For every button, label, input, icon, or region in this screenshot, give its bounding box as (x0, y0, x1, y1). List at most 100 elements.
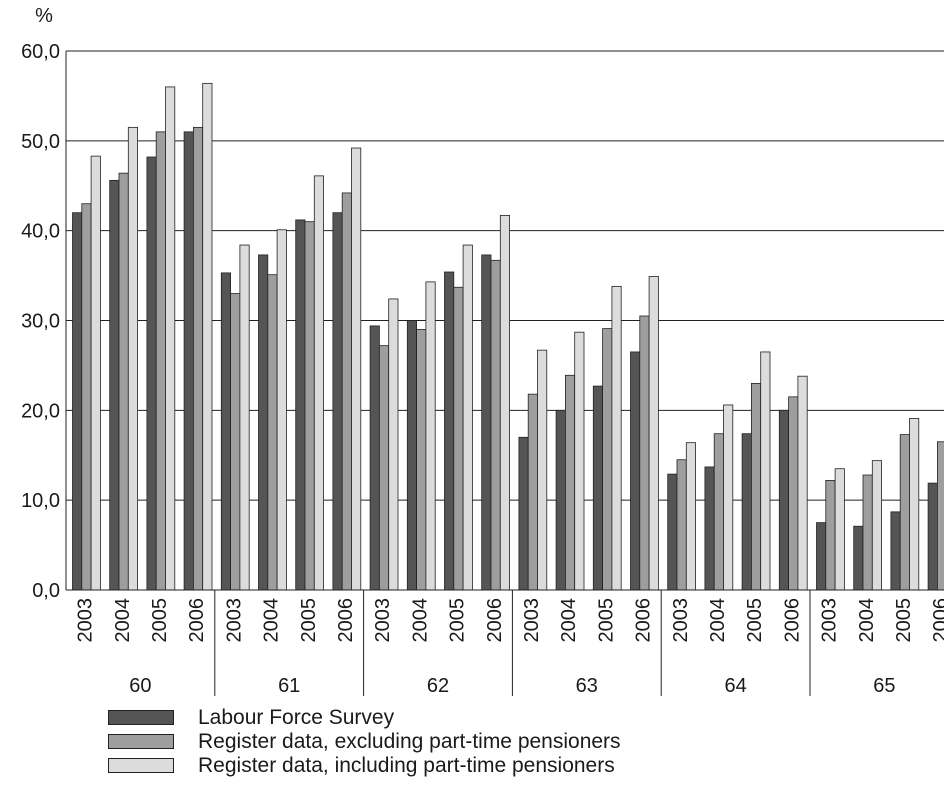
x-tick-label-year: 2003 (521, 598, 543, 643)
bar (565, 374, 576, 591)
bar (276, 229, 287, 591)
bar (378, 345, 390, 591)
bar (416, 329, 427, 591)
bar (258, 254, 269, 591)
x-tick-label-year: 2003 (223, 598, 245, 643)
y-tick-label: 0,0 (32, 580, 60, 602)
bar (890, 511, 901, 591)
bar (751, 382, 762, 591)
bar (685, 442, 696, 591)
legend-label-lfs: Labour Force Survey (198, 706, 395, 729)
x-tick-label-year: 2005 (298, 598, 320, 643)
x-tick-label-year: 2004 (409, 598, 431, 643)
x-tick-label-year: 2003 (75, 598, 97, 643)
bar-chart: 0,0 10,0 20,0 30,0 40,0 50,0 60,0% 2003 2004 2005… (21, 5, 944, 697)
bar (899, 434, 910, 591)
bar (555, 409, 566, 591)
legend-label-register-excluding: Register data, excluding part-time pensi… (198, 730, 621, 753)
bar (816, 522, 827, 591)
bar (453, 286, 464, 591)
x-tick-label-year: 2006 (930, 598, 944, 643)
bar (630, 351, 641, 591)
bar (481, 254, 492, 591)
bar (574, 331, 585, 591)
bar (304, 221, 315, 591)
bar (648, 276, 659, 591)
x-group-label: 65 (873, 675, 895, 697)
legend-label-register-including: Register data, including part-time pensi… (198, 754, 615, 777)
bar (351, 147, 362, 591)
y-tick-label: 40,0 (21, 221, 60, 243)
legend-swatch-register-excluding (108, 734, 174, 749)
bar (834, 468, 845, 591)
bar (592, 385, 603, 591)
x-tick-label-year: 2004 (112, 598, 134, 643)
legend-swatch-lfs (108, 710, 174, 725)
bar (788, 396, 799, 591)
bar (146, 156, 157, 591)
bar (602, 328, 613, 591)
x-group-label: 64 (724, 675, 746, 697)
bar (239, 244, 250, 591)
bar (499, 214, 510, 591)
bar (704, 466, 715, 591)
bar (927, 482, 938, 591)
bar (81, 203, 92, 591)
bar (862, 474, 873, 591)
bar (723, 404, 734, 591)
bar (853, 525, 864, 591)
x-tick-label-year: 2005 (595, 598, 617, 643)
bar (90, 155, 101, 591)
bar (937, 441, 944, 591)
bar (332, 212, 343, 591)
bar (192, 126, 204, 591)
bar (109, 179, 120, 591)
x-group-label: 63 (576, 675, 598, 697)
x-tick-label-year: 2004 (707, 598, 729, 643)
x-tick-label-year: 2006 (186, 598, 208, 643)
bar (611, 285, 622, 591)
x-tick-label-year: 2003 (670, 598, 692, 643)
bar (760, 351, 771, 591)
y-tick-label: 20,0 (21, 400, 60, 422)
bar (639, 315, 650, 591)
bar (369, 325, 380, 591)
bar (778, 409, 789, 591)
x-tick-label-year: 2004 (558, 598, 580, 643)
bar (72, 212, 83, 591)
y-tick-label: 60,0 (21, 41, 60, 63)
bar (388, 298, 399, 591)
bar (527, 393, 538, 591)
x-tick-label-year: 2006 (781, 598, 803, 643)
x-tick-label-year: 2006 (335, 598, 357, 643)
bar (676, 459, 687, 591)
x-tick-label-year: 2005 (893, 598, 915, 643)
bar (127, 126, 139, 591)
bar (741, 433, 752, 591)
bar (118, 172, 129, 591)
x-tick-label-year: 2004 (261, 598, 283, 643)
x-tick-label-year: 2005 (447, 598, 469, 643)
x-tick-label-year: 2005 (149, 598, 171, 643)
x-tick-label-year: 2006 (484, 598, 506, 643)
bar (462, 244, 473, 591)
bar (909, 418, 920, 591)
bar (183, 131, 194, 591)
bar (406, 320, 417, 591)
bar (713, 433, 724, 591)
bar (313, 175, 324, 591)
bar (202, 82, 213, 591)
x-tick-label-year: 2006 (633, 598, 655, 643)
x-tick-label-year: 2005 (744, 598, 766, 643)
x-group-label: 61 (278, 675, 300, 697)
y-tick-label: 50,0 (21, 131, 60, 153)
bar (667, 473, 678, 591)
bar (537, 349, 548, 591)
x-tick-label-year: 2003 (819, 598, 841, 643)
bar (871, 460, 882, 591)
bar (825, 480, 836, 591)
bar (295, 219, 306, 591)
bar (444, 271, 455, 591)
bar (165, 86, 176, 591)
bar (518, 436, 529, 591)
